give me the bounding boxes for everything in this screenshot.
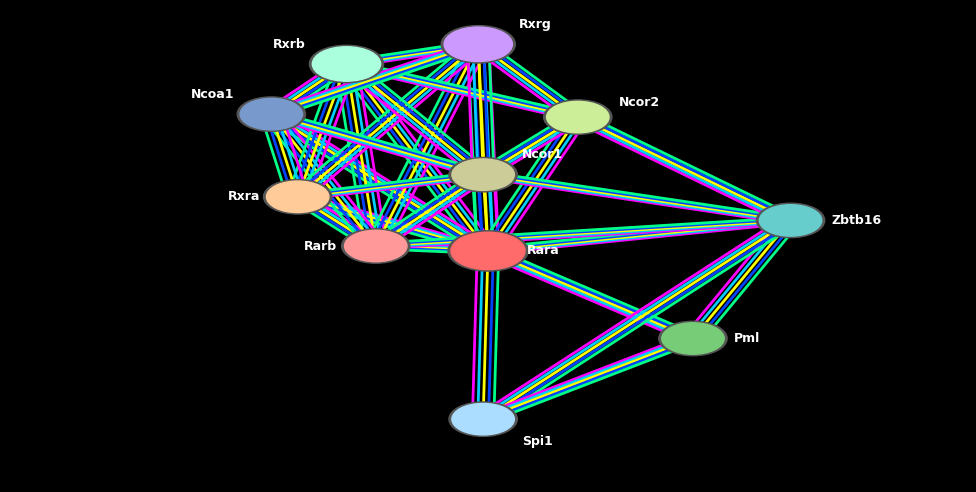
Circle shape: [264, 180, 332, 214]
Circle shape: [659, 321, 727, 356]
Circle shape: [309, 45, 384, 83]
Circle shape: [449, 402, 517, 436]
Circle shape: [345, 230, 407, 262]
Circle shape: [547, 101, 609, 133]
Circle shape: [342, 229, 410, 263]
Circle shape: [452, 159, 514, 190]
Circle shape: [449, 157, 517, 192]
Circle shape: [237, 97, 305, 131]
Text: Rxrg: Rxrg: [519, 18, 552, 31]
Text: Pml: Pml: [734, 332, 760, 345]
Circle shape: [452, 403, 514, 435]
Circle shape: [756, 203, 825, 238]
Text: Rarb: Rarb: [304, 240, 337, 252]
Circle shape: [266, 181, 329, 213]
Circle shape: [240, 98, 303, 130]
Text: Zbtb16: Zbtb16: [832, 214, 881, 227]
Circle shape: [759, 205, 822, 236]
Text: Rxra: Rxra: [228, 190, 261, 203]
Circle shape: [544, 100, 612, 134]
Text: Ncor1: Ncor1: [522, 149, 563, 161]
Circle shape: [312, 47, 381, 81]
Text: Ncoa1: Ncoa1: [190, 88, 234, 101]
Circle shape: [448, 231, 528, 271]
Circle shape: [451, 232, 525, 270]
Circle shape: [444, 27, 512, 62]
Text: Spi1: Spi1: [522, 435, 553, 448]
Circle shape: [441, 26, 515, 63]
Text: Rara: Rara: [527, 245, 560, 257]
Text: Rxrb: Rxrb: [272, 38, 305, 51]
Circle shape: [662, 323, 724, 354]
Text: Ncor2: Ncor2: [619, 96, 660, 109]
